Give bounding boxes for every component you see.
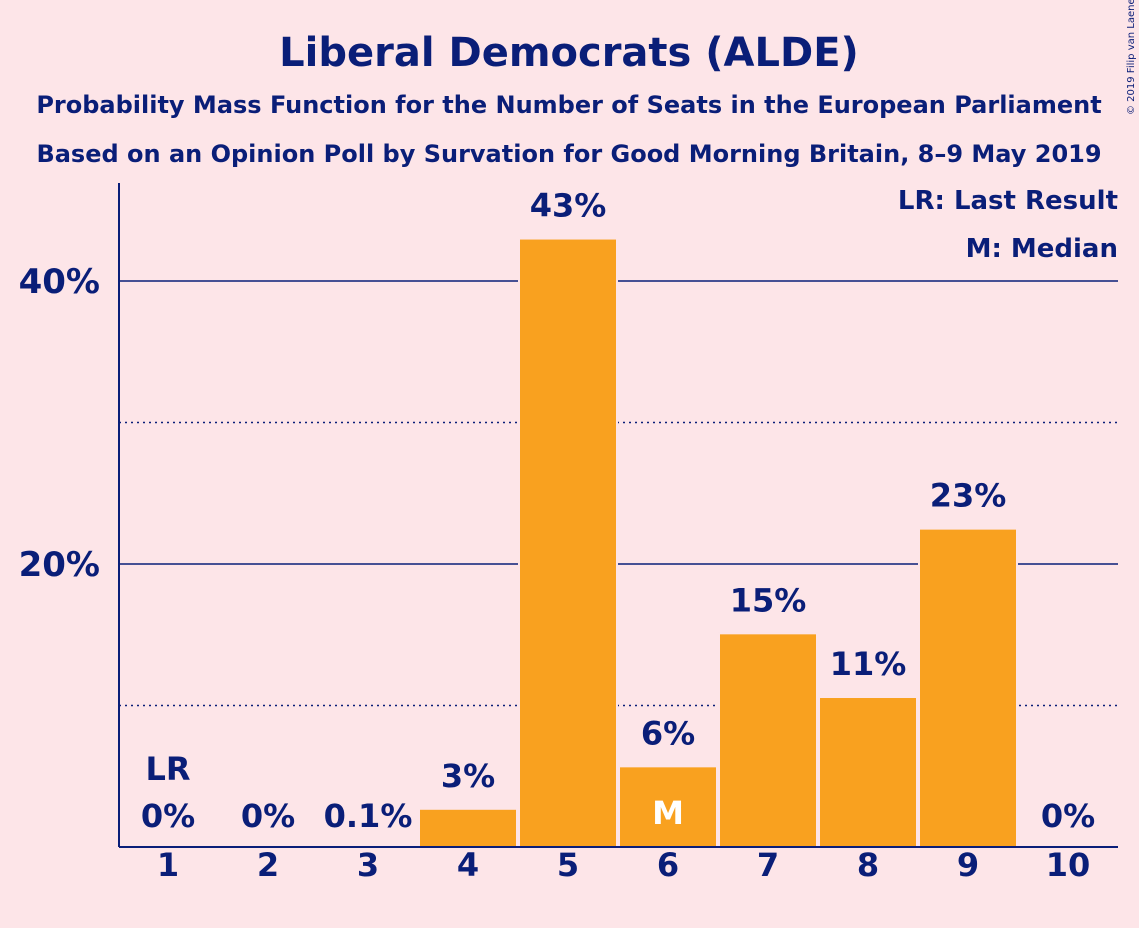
data-label-6: 6% <box>641 714 695 752</box>
chart-title: Liberal Democrats (ALDE) <box>279 30 859 76</box>
median-marker: M <box>652 794 684 832</box>
bar-7 <box>718 632 818 849</box>
axes <box>118 183 1118 848</box>
chart-subtitle-line-1: Probability Mass Function for the Number… <box>36 91 1101 119</box>
x-tick-label-5: 5 <box>557 846 579 884</box>
tick-labels: 1 2 3 4 5 6 7 8 9 10 20% 40% <box>19 262 1091 884</box>
x-tick-label-10: 10 <box>1046 846 1091 884</box>
data-label-9: 23% <box>930 477 1007 515</box>
legend-last-result: LR: Last Result <box>898 186 1118 216</box>
x-tick-label-7: 7 <box>757 846 779 884</box>
data-label-2: 0% <box>241 797 295 835</box>
x-tick-label-2: 2 <box>257 846 279 884</box>
data-label-8: 11% <box>830 645 907 683</box>
legend-median: M: Median <box>966 234 1118 264</box>
x-tick-label-6: 6 <box>657 846 679 884</box>
data-label-3: 0.1% <box>324 797 413 835</box>
y-tick-label-20: 20% <box>19 545 100 585</box>
data-labels: 0% LR 0% 0.1% 3% 43% 6% M 15% 11% 23% 0% <box>141 187 1095 835</box>
x-tick-label-1: 1 <box>157 846 179 884</box>
bar-9 <box>918 527 1018 848</box>
y-tick-label-40: 40% <box>19 262 100 302</box>
x-tick-label-9: 9 <box>957 846 979 884</box>
bar-5 <box>518 237 618 849</box>
x-tick-label-3: 3 <box>357 846 379 884</box>
data-label-7: 15% <box>730 581 807 619</box>
bar-6 <box>618 765 718 848</box>
data-label-1: 0% <box>141 797 195 835</box>
data-label-4: 3% <box>441 757 495 795</box>
bars <box>318 237 1018 849</box>
data-label-5: 43% <box>530 187 607 225</box>
bar-8 <box>818 696 918 849</box>
bar-4 <box>418 807 518 848</box>
copyright-credit: © 2019 Filip van Laenen <box>1126 0 1137 115</box>
last-result-marker: LR <box>145 750 190 788</box>
x-tick-label-8: 8 <box>857 846 879 884</box>
chart-subtitle-line-2: Based on an Opinion Poll by Survation fo… <box>36 140 1101 168</box>
x-tick-label-4: 4 <box>457 846 479 884</box>
data-label-10: 0% <box>1041 797 1095 835</box>
